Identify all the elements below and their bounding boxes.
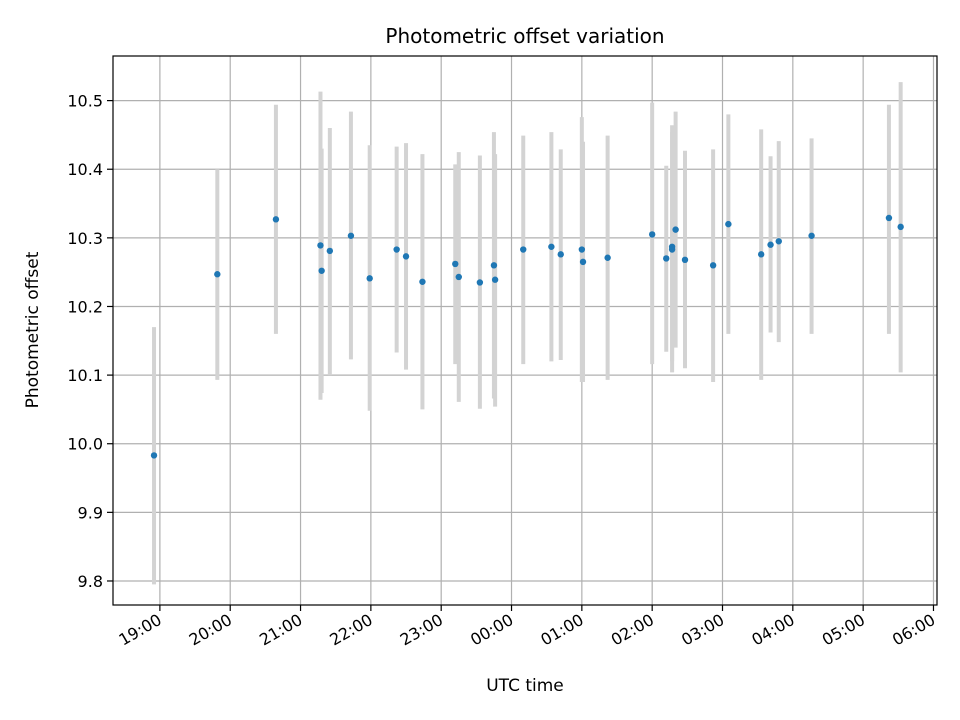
plot-frame	[112, 55, 938, 606]
y-tick-label: 10.1	[67, 366, 103, 385]
data-point	[490, 262, 498, 269]
data-point	[668, 246, 676, 253]
data-point	[393, 246, 400, 253]
y-tick-label: 10.5	[67, 92, 103, 111]
y-tick-label: 9.8	[78, 572, 103, 591]
data-point	[578, 246, 586, 253]
data-point	[663, 255, 670, 262]
data-point	[214, 271, 221, 278]
data-point	[557, 251, 564, 258]
y-tick-label: 10.0	[67, 435, 103, 454]
data-point	[775, 238, 782, 245]
data-point	[272, 216, 280, 223]
data-point	[767, 241, 774, 248]
data-point	[520, 246, 527, 253]
data-point	[548, 243, 555, 250]
data-point	[491, 276, 499, 283]
data-point	[681, 256, 689, 264]
y-tick-label: 10.3	[67, 229, 103, 248]
data-point	[347, 232, 355, 239]
data-point	[672, 226, 679, 233]
data-point	[317, 242, 324, 249]
data-point	[885, 214, 893, 222]
y-axis-label: Photometric offset	[23, 251, 43, 408]
data-points	[150, 214, 904, 459]
data-point	[604, 254, 611, 261]
data-point	[318, 267, 325, 274]
data-point	[648, 231, 656, 238]
data-point	[897, 223, 904, 231]
data-point	[402, 253, 410, 260]
x-axis-label: UTC time	[486, 676, 564, 696]
data-point	[419, 278, 426, 285]
data-point	[366, 275, 373, 282]
data-point	[476, 279, 484, 286]
y-axis: 9.8 9.9 10.0 10.1 10.2 10.3 10.4 10.5	[67, 92, 113, 591]
data-point	[326, 247, 334, 255]
data-point	[808, 232, 815, 239]
data-point	[150, 452, 158, 459]
y-tick-label: 10.4	[67, 160, 103, 179]
data-point	[725, 220, 732, 228]
data-point	[579, 258, 587, 266]
data-point	[709, 262, 717, 269]
data-point	[455, 273, 462, 281]
y-tick-label: 9.9	[78, 503, 103, 522]
y-tick-label: 10.2	[67, 297, 103, 316]
data-point	[452, 260, 459, 268]
data-point	[757, 251, 765, 258]
chart-title: Photometric offset variation	[385, 24, 664, 48]
